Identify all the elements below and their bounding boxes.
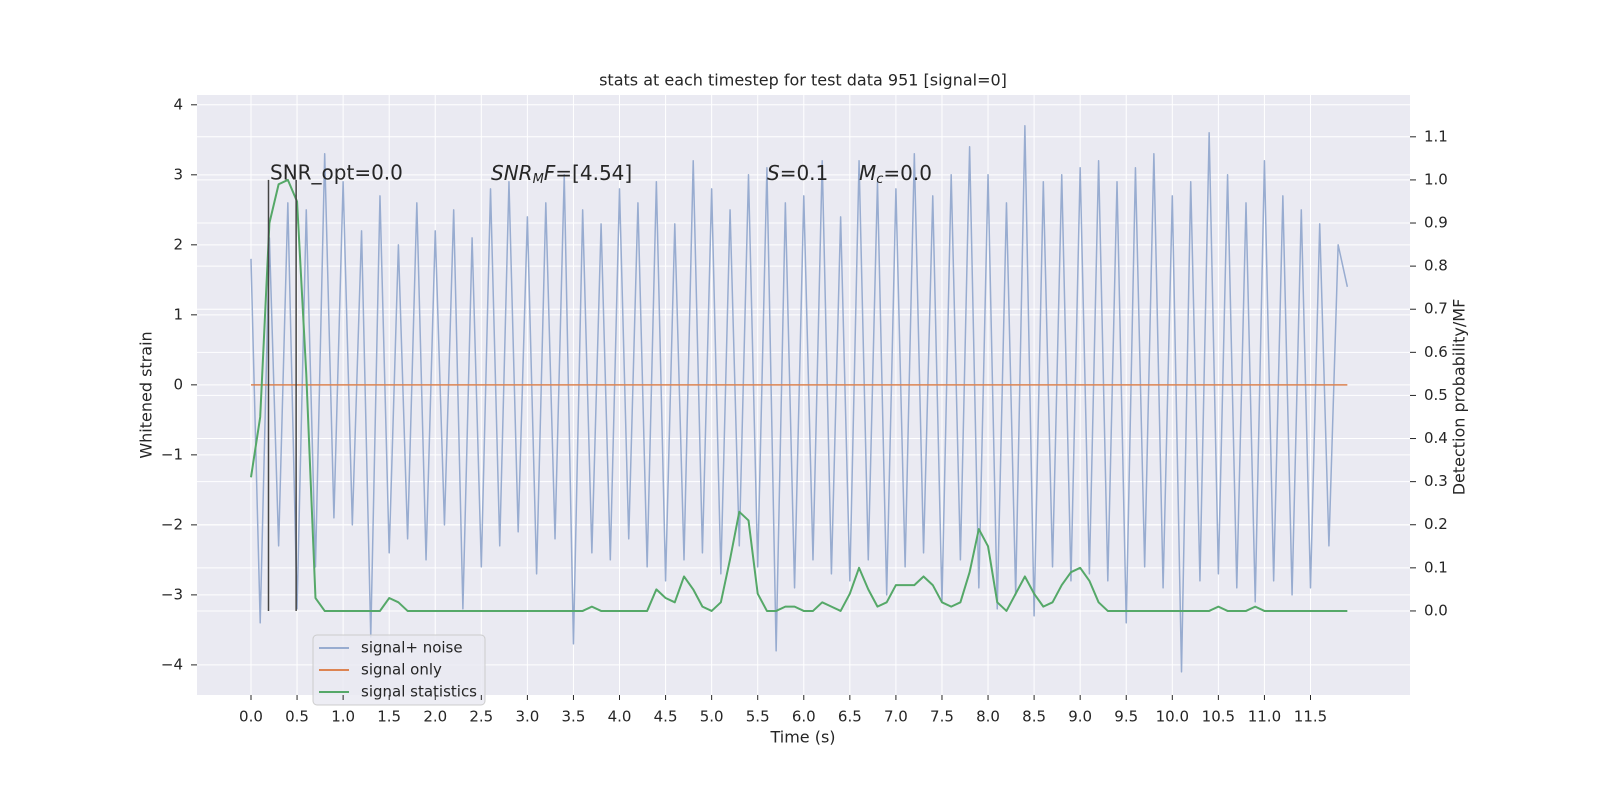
x-tick-label: 8.5 bbox=[1022, 708, 1046, 726]
y-tick-label: 3 bbox=[173, 165, 183, 183]
annotation-part: F bbox=[544, 161, 556, 185]
x-tick-label: 7.0 bbox=[884, 708, 908, 726]
x-tick-label: 9.0 bbox=[1068, 708, 1092, 726]
x-tick-label: 5.5 bbox=[746, 708, 770, 726]
annotation-part: S bbox=[767, 161, 780, 185]
x-tick-label: 3.5 bbox=[562, 708, 586, 726]
y2-tick-label: 0.5 bbox=[1424, 386, 1448, 404]
x-tick-label: 0.5 bbox=[285, 708, 309, 726]
legend-label: signal+ noise bbox=[361, 639, 463, 657]
y2-tick-label: 0.8 bbox=[1424, 257, 1448, 275]
y2-tick-label: 0.0 bbox=[1424, 601, 1448, 619]
y2-tick-label: 1.1 bbox=[1424, 127, 1448, 145]
y2-tick-label: 0.9 bbox=[1424, 214, 1448, 232]
annotation-part: M bbox=[859, 161, 876, 185]
y-tick-label: 2 bbox=[173, 235, 183, 253]
x-tick-label: 4.0 bbox=[608, 708, 632, 726]
x-tick-label: 9.5 bbox=[1114, 708, 1138, 726]
legend-label: signal only bbox=[361, 661, 442, 679]
x-tick-label: 10.0 bbox=[1156, 708, 1189, 726]
annotations: SNR_opt=0.0 SNRMF=[4.54] S=0.1 Mc=0.0 bbox=[270, 161, 932, 187]
y2-tick-label: 1.0 bbox=[1424, 170, 1448, 188]
series-line bbox=[250, 125, 1349, 673]
x-tick-label: 5.0 bbox=[700, 708, 724, 726]
x-tick-label: 2.5 bbox=[469, 708, 493, 726]
x-tick-label: 4.5 bbox=[654, 708, 678, 726]
annotation-part: =[4.54] bbox=[555, 161, 632, 185]
y2-tick-label: 0.6 bbox=[1424, 343, 1448, 361]
y-tick-label: −3 bbox=[161, 585, 183, 603]
y2-axis-label: Detection probability/MF bbox=[1450, 299, 1469, 496]
legend-box bbox=[312, 634, 486, 706]
annotation-sub: M bbox=[533, 172, 544, 187]
annotation: Mc=0.0 bbox=[859, 161, 932, 187]
series-line bbox=[250, 178, 1348, 612]
x-tick-label: 7.5 bbox=[930, 708, 954, 726]
x-axis-label: Time (s) bbox=[769, 728, 835, 747]
x-tick-label: 10.5 bbox=[1202, 708, 1235, 726]
y2-tick-label: 0.4 bbox=[1424, 429, 1448, 447]
x-tick-label: 11.0 bbox=[1248, 708, 1281, 726]
y2-tick-label: 0.1 bbox=[1424, 558, 1448, 576]
y-tick-label: −1 bbox=[161, 445, 183, 463]
annotation: SNRMF=[4.54] bbox=[491, 161, 632, 187]
annotation: S=0.1 bbox=[767, 161, 828, 185]
y-tick-label: −4 bbox=[161, 655, 183, 673]
y-tick-label: −2 bbox=[161, 515, 183, 533]
marks bbox=[250, 125, 1349, 673]
chart-title: stats at each timestep for test data 951… bbox=[599, 71, 1007, 90]
y-tick-label: 1 bbox=[173, 305, 183, 323]
annotation-sub: c bbox=[876, 172, 883, 187]
x-tick-label: 3.0 bbox=[515, 708, 539, 726]
x-tick-label: 1.0 bbox=[331, 708, 355, 726]
legend: signal+ noise signal only signal statistic… bbox=[312, 634, 486, 706]
x-tick-label: 6.0 bbox=[792, 708, 816, 726]
x-tick-label: 11.5 bbox=[1294, 708, 1327, 726]
x-tick-label: 1.5 bbox=[377, 708, 401, 726]
legend-label: signal statistics bbox=[361, 683, 477, 701]
annotation-part: =0.1 bbox=[780, 161, 829, 185]
x-tick-label: 8.0 bbox=[976, 708, 1000, 726]
y-axis-label: Whitened strain bbox=[137, 331, 156, 458]
x-tick-label: 0.0 bbox=[239, 708, 263, 726]
y2-tick-label: 0.2 bbox=[1424, 515, 1448, 533]
y2-tick-label: 0.3 bbox=[1424, 472, 1448, 490]
annotation-part: =0.0 bbox=[883, 161, 932, 185]
annotation: SNR_opt=0.0 bbox=[270, 161, 403, 185]
x-tick-label: 2.0 bbox=[423, 708, 447, 726]
annotation-part: SNR bbox=[491, 161, 533, 185]
y2-tick-label: 0.7 bbox=[1424, 300, 1448, 318]
y-tick-label: 0 bbox=[173, 375, 183, 393]
y-tick-label: 4 bbox=[173, 95, 183, 113]
x-tick-label: 6.5 bbox=[838, 708, 862, 726]
